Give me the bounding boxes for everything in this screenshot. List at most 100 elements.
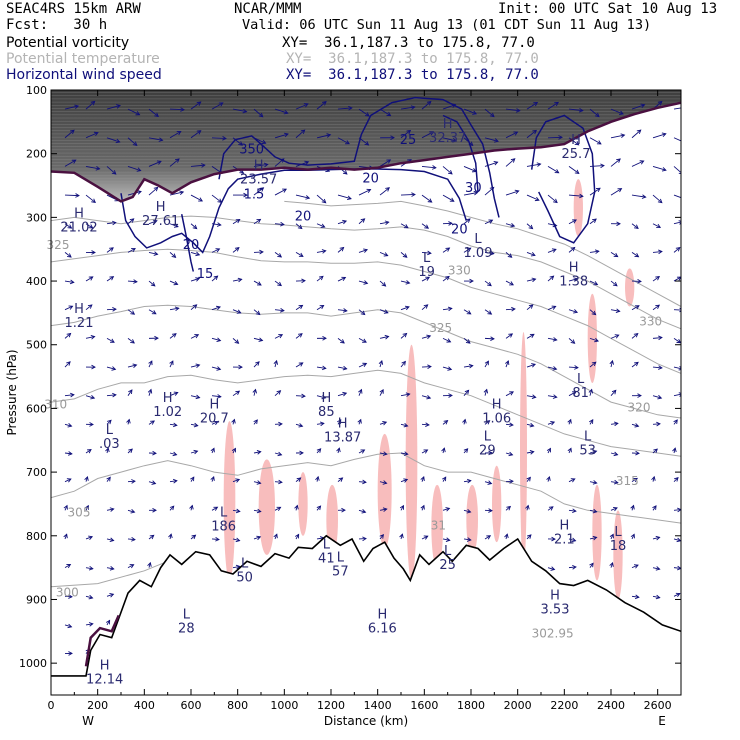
wind-vector bbox=[211, 248, 220, 253]
wind-vector-head bbox=[342, 365, 348, 371]
wind-vector-head bbox=[488, 450, 493, 456]
wind-speed-contour-30 bbox=[442, 114, 479, 192]
wind-vector-head bbox=[529, 333, 535, 338]
wind-vector bbox=[589, 280, 598, 286]
wind-vector bbox=[148, 389, 152, 396]
wind-vector bbox=[379, 221, 389, 225]
wind-vector-head bbox=[168, 533, 173, 539]
wind-vector bbox=[631, 564, 639, 569]
wind-vector bbox=[484, 161, 498, 167]
wind-vector bbox=[253, 361, 260, 368]
wind-vector bbox=[232, 509, 240, 512]
wind-vector bbox=[526, 333, 535, 339]
wind-vector bbox=[526, 304, 534, 311]
wind-vector-head bbox=[278, 421, 283, 427]
wind-vector-head bbox=[363, 248, 369, 253]
extremum-value-17: 53 bbox=[579, 443, 596, 458]
wind-vector-head bbox=[345, 140, 350, 145]
wind-vector-head bbox=[67, 253, 72, 258]
theta-label-3: 325 bbox=[429, 321, 452, 335]
wind-vector bbox=[442, 194, 455, 202]
wind-vector-head bbox=[510, 158, 516, 163]
wind-vector-head bbox=[508, 451, 514, 457]
wind-vector bbox=[148, 360, 153, 368]
wind-vector-head bbox=[634, 594, 640, 600]
wind-vector bbox=[316, 194, 327, 204]
wind-vector-head bbox=[301, 393, 306, 399]
wind-vector bbox=[526, 194, 540, 201]
wind-vector bbox=[379, 389, 384, 396]
wind-vector-head bbox=[504, 360, 510, 365]
wind-vector bbox=[400, 393, 410, 397]
wind-vector bbox=[673, 593, 681, 597]
low-level-pv-line bbox=[84, 614, 120, 667]
wind-vector-head bbox=[322, 335, 327, 341]
wind-vector bbox=[274, 280, 282, 286]
extremum-type-4: H bbox=[571, 133, 581, 148]
wind-vector-head bbox=[509, 391, 514, 396]
wind-vector-head bbox=[67, 224, 73, 229]
wind-vector-head bbox=[277, 451, 283, 457]
wind-vector-head bbox=[386, 111, 392, 117]
wind-vector-head bbox=[530, 252, 536, 257]
extremum-value-22: 25 bbox=[439, 558, 456, 573]
extremum-type-0: H bbox=[74, 206, 84, 221]
wind-vector bbox=[610, 309, 620, 312]
wind-vector bbox=[64, 223, 72, 229]
wind-vector bbox=[232, 338, 239, 344]
wind-vector-head bbox=[613, 451, 619, 457]
wind-vector bbox=[232, 247, 240, 253]
wind-vector-head bbox=[651, 475, 656, 481]
wind-vector bbox=[526, 423, 534, 427]
wind-vector bbox=[127, 309, 135, 315]
extremum-value-12: 85 bbox=[318, 405, 335, 420]
wind-vector-head bbox=[316, 448, 322, 453]
wind-vector-head bbox=[655, 535, 661, 541]
wind-vector-head bbox=[298, 252, 304, 257]
wind-vector bbox=[547, 166, 559, 174]
wind-vector-head bbox=[70, 392, 75, 398]
wind-vector-head bbox=[303, 103, 309, 108]
wind-vector bbox=[106, 337, 115, 343]
wind-vector bbox=[232, 309, 241, 314]
wind-vector-head bbox=[609, 359, 614, 365]
wind-vector-head bbox=[469, 278, 474, 284]
wind-vector bbox=[211, 506, 218, 511]
wind-vector bbox=[526, 534, 532, 540]
wind-vector-head bbox=[201, 163, 206, 168]
wind-vector-head bbox=[280, 308, 285, 313]
wind-vector-head bbox=[573, 277, 579, 282]
wind-contour-label-4: 25 bbox=[400, 133, 417, 148]
wind-vector-head bbox=[420, 504, 425, 510]
wind-vector bbox=[379, 508, 387, 511]
wind-vector-head bbox=[243, 192, 248, 198]
wind-vector-head bbox=[294, 504, 299, 510]
wind-vector-head bbox=[63, 504, 68, 510]
wind-vector-head bbox=[234, 247, 240, 252]
wind-vector-head bbox=[592, 508, 598, 514]
wind-vector-head bbox=[131, 248, 136, 253]
wind-vector-head bbox=[509, 281, 514, 286]
wind-vector bbox=[442, 337, 451, 343]
wind-vector bbox=[589, 509, 597, 513]
wind-vector bbox=[547, 506, 554, 511]
wind-vector bbox=[295, 423, 303, 427]
wind-vector-head bbox=[554, 101, 559, 107]
wind-vector-head bbox=[67, 423, 73, 428]
wind-vector bbox=[505, 190, 519, 196]
wind-vector bbox=[652, 536, 660, 540]
wind-vector bbox=[274, 481, 282, 483]
wind-vector bbox=[169, 360, 174, 368]
wind-vector-head bbox=[213, 420, 219, 426]
wind-vector-head bbox=[634, 224, 639, 229]
wind-vector-head bbox=[446, 338, 452, 343]
wind-vector-head bbox=[405, 280, 411, 285]
field-theta-xy: XY= 36.1,187.3 to 175.8, 77.0 bbox=[286, 51, 539, 67]
theta-label-0: 325 bbox=[47, 238, 70, 252]
wind-vector bbox=[400, 452, 408, 455]
wind-vector-head bbox=[672, 447, 677, 453]
wind-vector-head bbox=[86, 449, 92, 454]
extremum-value-6: 1.09 bbox=[464, 246, 493, 261]
wind-vector bbox=[400, 423, 408, 427]
wind-vector-head bbox=[300, 129, 306, 135]
